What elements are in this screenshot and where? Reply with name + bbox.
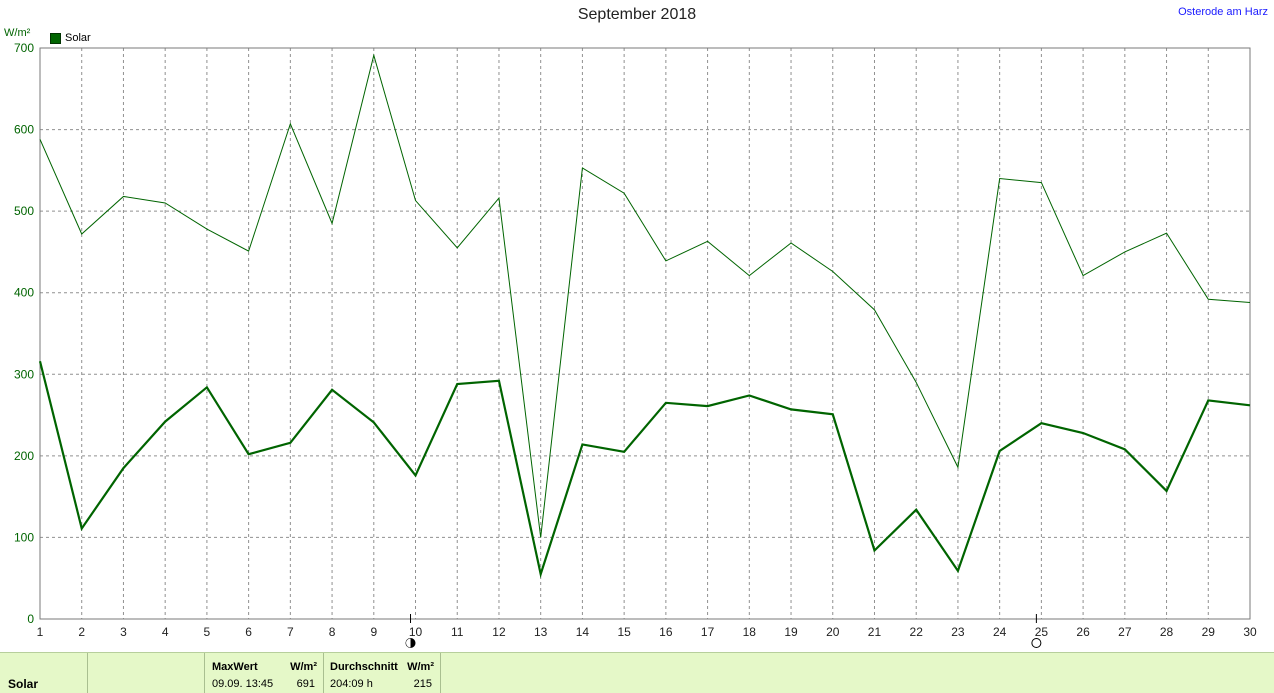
x-tick-label: 29 (1202, 625, 1216, 639)
x-tick-label: 5 (204, 625, 211, 639)
x-tick-label: 17 (701, 625, 715, 639)
x-tick-label: 25 (1035, 625, 1049, 639)
x-tick-label: 7 (287, 625, 294, 639)
x-tick-label: 3 (120, 625, 127, 639)
y-tick-label: 300 (14, 367, 34, 381)
avg-header: Durchschnitt (330, 661, 398, 673)
y-tick-label: 400 (14, 286, 34, 300)
y-axis-label: W/m² (4, 27, 31, 39)
max-unit: W/m² (290, 661, 317, 673)
x-tick-label: 26 (1076, 625, 1090, 639)
new-moon-icon-highlight (406, 638, 411, 648)
x-tick-label: 2 (78, 625, 85, 639)
x-tick-label: 21 (868, 625, 882, 639)
x-tick-label: 12 (492, 625, 506, 639)
x-tick-label: 16 (659, 625, 673, 639)
avg-value: 215 (413, 678, 432, 690)
x-tick-label: 23 (951, 625, 965, 639)
x-tick-label: 4 (162, 625, 169, 639)
avg-unit: W/m² (407, 661, 434, 673)
avg-cell: Durchschnitt W/m² 204:09 h 215 (324, 653, 441, 693)
chart-title: September 2018 (577, 6, 697, 23)
x-tick-label: 20 (826, 625, 840, 639)
legend-swatch (50, 32, 61, 44)
full-moon-icon (1031, 638, 1042, 648)
y-tick-label: 700 (14, 41, 34, 55)
location-label: Osterode am Harz (1178, 6, 1268, 18)
x-tick-label: 9 (370, 625, 377, 639)
y-tick-label: 500 (14, 204, 34, 218)
x-tick-label: 24 (993, 625, 1007, 639)
x-tick-label: 1 (37, 625, 44, 639)
x-tick-label: 28 (1160, 625, 1174, 639)
x-tick-label: 8 (329, 625, 336, 639)
x-tick-label: 18 (743, 625, 757, 639)
max-time: 09.09. 13:45 (212, 678, 274, 690)
x-tick-label: 27 (1118, 625, 1132, 639)
x-tick-label: 10 (409, 625, 423, 639)
max-cell: MaxWert W/m² 09.09. 13:45 691 (205, 653, 324, 693)
series-name: Solar (8, 677, 39, 691)
line-chart: 1 2 3 4 5 6 7 8 9 10 11 12 13 14 15 16 17 18 19 20 21 22 23 24 2… (14, 41, 1257, 648)
x-tick-label: 13 (534, 625, 548, 639)
y-tick-label: 600 (14, 123, 34, 137)
x-tick-label: 19 (784, 625, 798, 639)
x-tick-label: 14 (576, 625, 590, 639)
legend-label: Solar (65, 32, 91, 44)
series-line-avg (38, 360, 1251, 579)
stats-panel: Solar MaxWert W/m² 09.09. 13:45 691 Durc… (0, 652, 1274, 693)
x-tick-label: 15 (617, 625, 631, 639)
avg-time: 204:09 h (330, 678, 373, 690)
x-tick-label: 11 (451, 625, 464, 639)
x-tick-label: 6 (245, 625, 252, 639)
series-line-max (39, 53, 1251, 538)
series-name-cell: Solar (0, 653, 88, 693)
empty-cell (88, 653, 205, 693)
plot-frame (39, 47, 1251, 620)
max-header: MaxWert (212, 661, 258, 673)
legend: Solar (50, 32, 91, 44)
y-tick-label: 0 (27, 612, 34, 626)
max-value: 691 (296, 678, 315, 690)
y-tick-label: 100 (14, 530, 34, 544)
x-tick-label: 22 (910, 625, 924, 639)
x-tick-label: 30 (1243, 625, 1257, 639)
y-tick-label: 200 (14, 449, 34, 463)
